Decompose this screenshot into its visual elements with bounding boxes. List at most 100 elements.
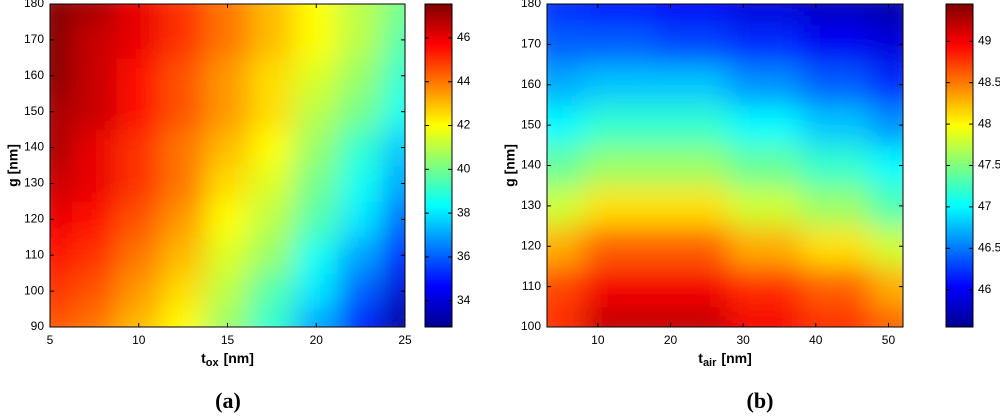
heat-cell: [382, 309, 405, 327]
heat-cell: [870, 226, 903, 267]
heat-cell: [338, 165, 384, 202]
heat-cell: [728, 266, 802, 308]
colorbar-tick-label: 34: [457, 293, 471, 307]
heat-cell: [72, 93, 118, 131]
heat-cell: [160, 165, 206, 202]
heat-cell: [801, 24, 871, 66]
x-label-sub: air: [703, 357, 717, 369]
heat-cell: [583, 64, 657, 106]
heat-cell: [728, 226, 802, 267]
y-tick-label: 110: [522, 279, 541, 293]
heat-cell: [160, 93, 206, 131]
colorbar-tick-label: 44: [457, 74, 471, 88]
heat-cell: [160, 237, 206, 274]
heat-cell: [160, 57, 206, 95]
colorbar-tick-label: 46: [978, 282, 992, 296]
heat-cell: [338, 57, 384, 95]
heat-cell: [294, 237, 339, 274]
heat-cell: [116, 21, 162, 59]
heat-cell: [655, 104, 730, 146]
heat-cell: [50, 165, 73, 202]
heat-cell: [338, 129, 384, 166]
x-tick-label: 15: [221, 333, 235, 347]
heat-cell: [249, 273, 295, 310]
heat-cell: [382, 4, 405, 23]
heat-cell: [294, 129, 339, 166]
heat-cell: [72, 165, 118, 202]
heat-cell: [870, 185, 903, 227]
heat-cell: [72, 309, 118, 327]
heat-cell: [294, 165, 339, 202]
heat-cell: [249, 21, 295, 59]
heat-cell: [870, 64, 903, 106]
heat-cell: [801, 4, 871, 25]
x-tick-label: 50: [882, 333, 896, 347]
heat-cell: [382, 237, 405, 274]
heat-cell: [728, 104, 802, 146]
heat-cell: [50, 4, 73, 23]
heat-cell: [249, 201, 295, 238]
x-tick-label: 25: [398, 333, 412, 347]
y-tick-label: 120: [24, 212, 44, 226]
heat-cell: [547, 24, 584, 66]
heat-cell: [116, 273, 162, 310]
heat-cell: [72, 21, 118, 59]
heat-cell: [870, 306, 903, 327]
heat-cell: [655, 64, 730, 106]
heatmap: [547, 4, 903, 327]
y-tick-label: 130: [521, 198, 541, 212]
colorbar-tick-label: 46.5: [978, 240, 1000, 254]
heat-cell: [205, 93, 251, 131]
heat-cell: [382, 129, 405, 166]
heat-cell: [294, 273, 339, 310]
x-label-rest: [nm]: [721, 350, 751, 366]
heat-cell: [294, 57, 339, 95]
colorbar-tick-label: 48: [978, 116, 992, 130]
heat-cell: [801, 64, 871, 106]
heat-cell: [50, 201, 73, 238]
heat-cell: [870, 266, 903, 308]
heat-cell: [205, 165, 251, 202]
heat-cell: [547, 185, 584, 227]
heat-cell: [50, 57, 73, 95]
heat-cell: [205, 57, 251, 95]
heat-cell: [655, 306, 730, 327]
heat-cell: [583, 306, 657, 327]
colorbar-tick-label: 46: [457, 30, 471, 44]
x-tick-label: 40: [809, 333, 823, 347]
heat-cell: [382, 21, 405, 59]
y-tick-label: 110: [25, 247, 44, 261]
heatmap-cells: [50, 4, 405, 327]
heat-cell: [116, 309, 162, 327]
heat-cell: [870, 24, 903, 66]
y-tick-label: 120: [521, 238, 541, 252]
heat-cell: [205, 273, 251, 310]
heat-cell: [205, 129, 251, 166]
heat-cell: [583, 4, 657, 25]
heat-cell: [382, 273, 405, 310]
heat-cell: [116, 201, 162, 238]
heat-cell: [547, 226, 584, 267]
heat-cell: [205, 237, 251, 274]
heat-cell: [205, 4, 251, 23]
x-tick-label: 5: [47, 333, 54, 347]
colorbar-tick-label: 48.5: [978, 75, 1000, 89]
heat-cell: [294, 201, 339, 238]
y-tick-label: 160: [24, 68, 44, 82]
heat-cell: [801, 185, 871, 227]
colorbar-tick-label: 36: [457, 249, 471, 263]
y-tick-label: 180: [521, 0, 541, 10]
x-tick-label: 10: [132, 333, 146, 347]
colorbar-tick-label: 40: [457, 162, 471, 176]
heat-cell: [249, 309, 295, 327]
heat-cell: [338, 309, 384, 327]
heat-cell: [160, 129, 206, 166]
heat-cell: [72, 201, 118, 238]
heat-cell: [338, 93, 384, 131]
colorbar-tick-label: 42: [457, 118, 471, 132]
heat-cell: [116, 129, 162, 166]
heat-cell: [160, 201, 206, 238]
heat-cell: [547, 306, 584, 327]
heat-cell: [160, 309, 206, 327]
x-tick-label: 20: [664, 333, 678, 347]
